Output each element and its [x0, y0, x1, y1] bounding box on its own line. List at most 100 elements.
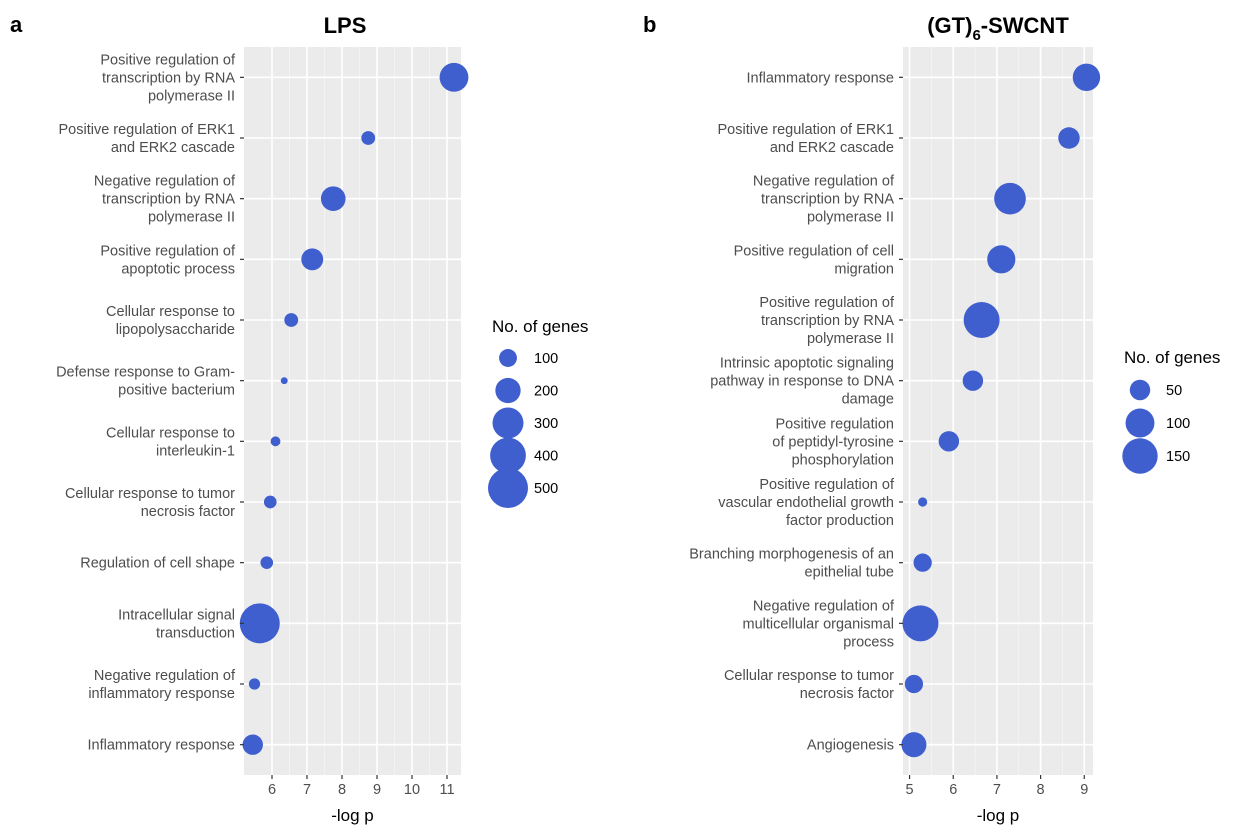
- category-label: Positive regulation of transcription by R…: [759, 295, 895, 347]
- data-point: [242, 734, 263, 755]
- category-label: Positive regulation of ERK1 and ERK2 casc…: [58, 122, 235, 156]
- category-label: Negative regulation of multicellular orga…: [743, 598, 895, 650]
- legend-key-label: 50: [1166, 383, 1182, 399]
- category-label-line: and ERK2 cascade: [770, 140, 894, 156]
- category-label: Angiogenesis: [807, 738, 894, 754]
- chart-title-suffix: -SWCNT: [981, 13, 1070, 38]
- x-tick-label: 9: [373, 782, 381, 798]
- category-label: Inflammatory response: [88, 738, 235, 754]
- category-label: Positive regulation of ERK1 and ERK2 casc…: [717, 122, 894, 156]
- data-point: [361, 131, 376, 145]
- category-label-line: phosphorylation: [792, 452, 894, 468]
- legend-key-circle: [490, 437, 526, 474]
- category-label-line: lipopolysaccharide: [116, 322, 235, 338]
- x-tick-label: 10: [404, 782, 420, 798]
- x-tick-label: 8: [338, 782, 346, 798]
- category-label-line: necrosis factor: [141, 504, 235, 520]
- data-point: [1058, 127, 1080, 149]
- category-label-line: Intrinsic apoptotic signaling: [720, 356, 894, 372]
- category-label-line: damage: [842, 392, 894, 408]
- category-label-line: transduction: [156, 625, 235, 641]
- plot-background: [903, 47, 1093, 775]
- category-label: Intracellular signal transduction: [118, 607, 235, 641]
- category-label-line: Positive regulation of: [759, 295, 895, 311]
- category-label-line: Positive regulation of cell: [734, 243, 894, 259]
- chart-panel-a: Positive regulation of transcription by R…: [10, 12, 588, 825]
- category-label-line: Negative regulation of: [94, 668, 236, 684]
- category-label: Branching morphogenesis of an epithelial …: [689, 547, 894, 581]
- data-point: [902, 605, 939, 642]
- legend-title: No. of genes: [492, 317, 588, 336]
- data-point: [301, 248, 324, 271]
- category-label-line: polymerase II: [148, 88, 235, 104]
- category-label-line: Negative regulation of: [753, 598, 895, 614]
- data-point: [320, 186, 346, 211]
- data-point: [248, 678, 261, 690]
- chart-panel-b: Inflammatory response Positive regulation…: [643, 12, 1220, 825]
- category-label-line: apoptotic process: [121, 261, 235, 277]
- category-label-line: epithelial tube: [805, 565, 895, 581]
- legend-key-circle: [1129, 379, 1151, 401]
- category-label: Positive regulation of peptidyl-tyrosine p…: [772, 416, 894, 468]
- data-point: [938, 431, 960, 452]
- category-label-line: Cellular response to: [106, 304, 235, 320]
- data-point: [913, 553, 932, 572]
- category-label: Inflammatory response: [747, 70, 894, 86]
- category-label: Negative regulation of transcription by R…: [94, 174, 236, 226]
- x-tick-label: 6: [268, 782, 276, 798]
- legend-key-circle: [492, 407, 524, 439]
- x-tick-label: 11: [439, 782, 454, 798]
- plot-background: [244, 47, 461, 775]
- size-legend: No. of genes 50 100 150: [1122, 348, 1220, 474]
- legend-key-label: 400: [534, 449, 558, 465]
- category-label-line: and ERK2 cascade: [111, 140, 235, 156]
- category-label-line: Regulation of cell shape: [80, 556, 235, 572]
- category-label-line: Inflammatory response: [747, 70, 894, 86]
- data-point: [270, 436, 281, 447]
- size-legend: No. of genes 100 200 300 400 500: [488, 317, 588, 508]
- category-label-line: interleukin-1: [156, 443, 235, 459]
- data-point: [987, 245, 1016, 274]
- category-label-line: Positive regulation of: [100, 243, 236, 259]
- category-label-line: vascular endothelial growth: [718, 495, 894, 511]
- category-label-line: transcription by RNA: [761, 192, 894, 208]
- category-label-line: Positive regulation: [776, 416, 895, 432]
- category-label: Positive regulation of apoptotic process: [100, 243, 236, 277]
- category-label: Positive regulation of transcription by R…: [100, 52, 236, 104]
- category-label: Defense response to Gram-positive bacter…: [56, 365, 235, 399]
- legend-title: No. of genes: [1124, 348, 1220, 367]
- category-label-line: Positive regulation of ERK1: [717, 122, 894, 138]
- panel-letter: b: [643, 12, 656, 37]
- category-label-line: pathway in response to DNA: [710, 374, 894, 390]
- category-label-line: Negative regulation of: [753, 174, 895, 190]
- category-label: Intrinsic apoptotic signaling pathway in …: [710, 356, 894, 408]
- x-axis-label: -log p: [331, 806, 374, 825]
- category-label-line: transcription by RNA: [102, 192, 235, 208]
- category-label: Cellular response to interleukin-1: [106, 425, 235, 459]
- legend-key-circle: [495, 377, 521, 404]
- x-tick-label: 7: [993, 782, 1001, 798]
- category-label-line: factor production: [786, 513, 894, 529]
- data-point: [901, 732, 927, 758]
- legend-key-label: 300: [534, 416, 558, 432]
- data-point: [284, 313, 299, 327]
- category-label-line: Branching morphogenesis of an: [689, 547, 894, 563]
- category-label-line: polymerase II: [807, 331, 894, 347]
- legend-key-circle: [488, 468, 528, 508]
- category-label-line: Negative regulation of: [94, 174, 236, 190]
- category-label-line: multicellular organismal: [743, 616, 895, 632]
- chart-title: LPS: [324, 13, 367, 38]
- category-label-line: Angiogenesis: [807, 738, 894, 754]
- legend-key-label: 100: [534, 351, 558, 367]
- category-label-line: of peptidyl-tyrosine: [772, 434, 894, 450]
- category-label-line: inflammatory response: [88, 686, 235, 702]
- category-label-line: Positive regulation of: [100, 52, 236, 68]
- data-point: [1072, 63, 1101, 92]
- legend-key-label: 500: [534, 481, 558, 497]
- data-point: [963, 302, 1000, 338]
- data-point: [239, 603, 280, 644]
- data-point: [280, 377, 288, 385]
- category-label-line: Cellular response to tumor: [724, 668, 894, 684]
- x-axis-label: -log p: [977, 806, 1020, 825]
